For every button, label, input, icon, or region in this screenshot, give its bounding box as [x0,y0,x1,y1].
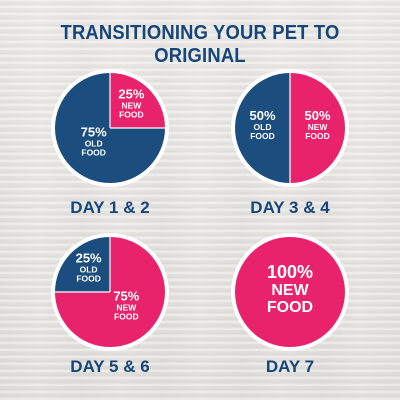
slice-label-pct-old-food: 50% [249,108,275,123]
day-label-7: DAY 7 [265,357,315,376]
slice-label-name2-new-food: FOOD [114,311,139,321]
slice-label-name1-old-food: OLD [254,122,272,132]
slice-label-name2-old-food: FOOD [250,131,275,141]
slice-label-name1-new-food: NEW [116,302,137,312]
day-label-1-2: DAY 1 & 2 [70,198,150,217]
slice-label-name1-new-food: NEW [121,101,142,111]
page-title: TRANSITIONING YOUR PET TO ORIGINAL [60,22,340,67]
pie-slice-new-food [235,237,345,347]
slice-label-pct-old-food: 75% [81,124,107,139]
slice-label-name1-new-food: NEW [308,122,329,132]
pie-slice-old-food [235,73,290,183]
slice-label-pct-new-food: 25% [118,87,144,102]
slice-label-name2-new-food: FOOD [119,110,144,120]
day-label-5-6: DAY 5 & 6 [70,357,150,376]
slice-label-pct-new-food: 75% [113,288,139,303]
slice-label-pct-new-food: 50% [304,108,330,123]
pie-slice-new-food [290,73,345,183]
slice-label-name2-old-food: FOOD [76,274,101,284]
slice-label-pct-new-food: 100% [267,262,313,282]
slice-label-name2-new-food: FOOD [267,299,313,316]
day-label-3-4: DAY 3 & 4 [250,198,330,217]
pie-slice-old-food [55,237,110,292]
slice-label-name1-old-food: OLD [85,138,103,148]
slice-label-name1-old-food: OLD [80,265,98,275]
slice-label-name2-new-food: FOOD [305,131,330,141]
pie-slice-new-food [110,73,165,128]
slice-label-name1-new-food: NEW [271,282,309,299]
slice-label-pct-old-food: 25% [76,251,102,266]
slice-label-name2-old-food: FOOD [81,147,106,157]
